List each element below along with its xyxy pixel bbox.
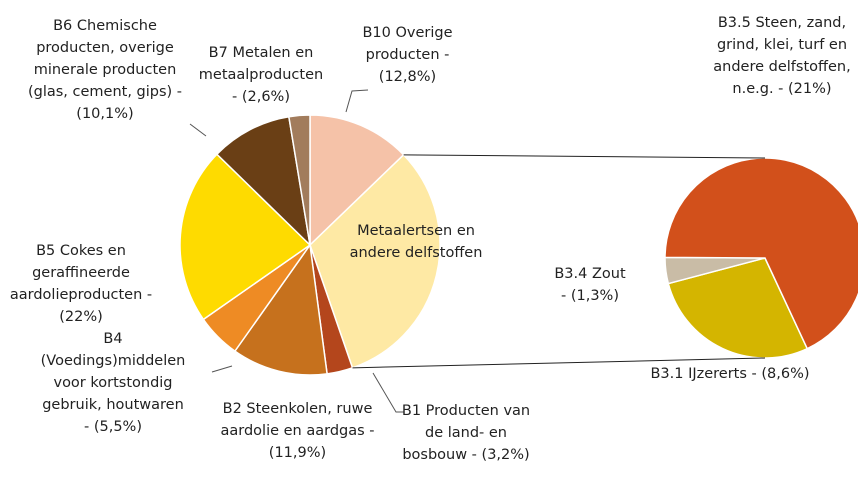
label: B1 Producten van de land- en bosbouw - (… — [392, 400, 540, 466]
label: B3.5 Steen, zand, grind, klei, turf en a… — [712, 12, 852, 100]
connector-line — [352, 357, 766, 369]
category-label: B3.1 IJzererts - — [650, 366, 757, 382]
slice — [667, 257, 809, 359]
slice — [309, 153, 441, 369]
slices — [179, 114, 858, 376]
label: B7 Metalen en metaalproducten - (2,6%) — [196, 42, 326, 108]
value-label: (22%) — [59, 309, 103, 325]
value-label: (8,6%) — [761, 366, 810, 382]
category-label: B3.5 Steen, zand, grind, klei, turf en a… — [713, 15, 851, 97]
value-label: (11,9%) — [268, 445, 327, 461]
leader-line — [189, 123, 207, 137]
category-label: B3.4 Zout - — [554, 266, 626, 304]
category-label: B4 (Voedings)middelen voor kortstondig g… — [40, 331, 186, 435]
value-label: (2,6%) — [241, 89, 290, 105]
label: B4 (Voedings)middelen voor kortstondig g… — [38, 328, 188, 438]
slice — [215, 115, 312, 248]
category-label: B6 Chemische producten, overige minerale… — [27, 18, 183, 100]
slice — [179, 153, 312, 321]
category-label: B10 Overige producten - — [362, 25, 453, 63]
label: B5 Cokes en geraffineerde aardolieproduc… — [6, 240, 156, 328]
leader-line — [372, 372, 404, 413]
leader-line — [211, 365, 233, 373]
connector-line — [403, 154, 766, 159]
category-label: B5 Cokes en geraffineerde aardolieproduc… — [9, 243, 153, 303]
value-label: (3,2%) — [481, 447, 530, 463]
value-label: (10,1%) — [76, 106, 134, 122]
leader-line — [345, 89, 369, 113]
category-label: Metaalertsen en andere delfstoffen — [349, 223, 483, 261]
leader-lines — [189, 89, 404, 413]
slice — [287, 114, 311, 246]
slice — [664, 157, 858, 350]
category-label: B2 Steenkolen, ruwe aardolie en aardgas … — [220, 401, 375, 439]
label: B2 Steenkolen, ruwe aardolie en aardgas … — [220, 398, 375, 464]
value-label: (5,5%) — [93, 419, 142, 435]
category-label: B7 Metalen en metaalproducten - — [198, 45, 324, 105]
label: B3.4 Zout - (1,3%) — [552, 263, 628, 307]
category-label: B1 Producten van de land- en bosbouw - — [401, 403, 531, 463]
label: Metaalertsen en andere delfstoffen — [338, 220, 494, 264]
value-label: (21%) — [788, 81, 832, 97]
slice — [309, 114, 405, 247]
slice — [233, 243, 328, 376]
label: B6 Chemische producten, overige minerale… — [20, 15, 190, 125]
value-label: (1,3%) — [570, 288, 619, 304]
label: B3.1 IJzererts - (8,6%) — [640, 363, 820, 385]
label: B10 Overige producten - (12,8%) — [345, 22, 470, 88]
value-label: (12,8%) — [378, 69, 437, 85]
